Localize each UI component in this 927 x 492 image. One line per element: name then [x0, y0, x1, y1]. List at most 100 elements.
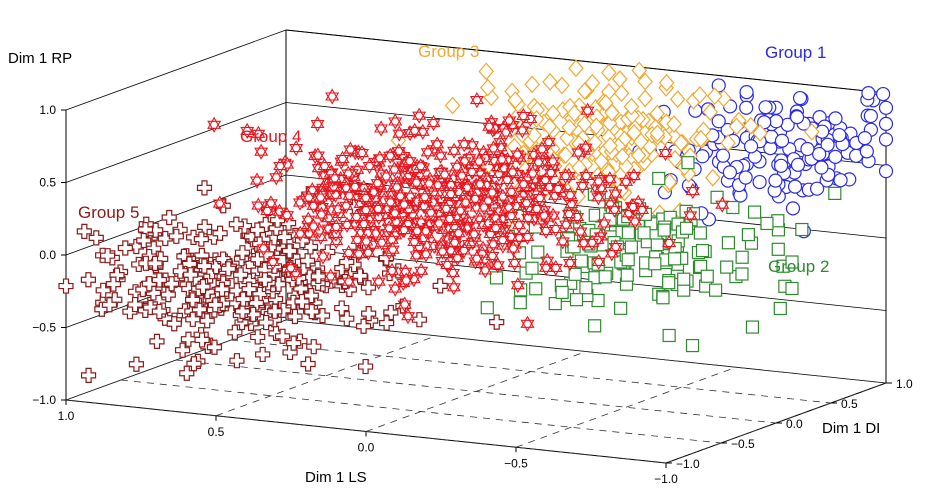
- point-group-5: [80, 367, 97, 383]
- point-group-2: [513, 296, 527, 310]
- point-group-1: [752, 174, 767, 190]
- point-group-4: [371, 273, 386, 290]
- point-group-4: [341, 273, 356, 290]
- gridline-floor-y: [230, 339, 832, 404]
- point-group-5: [234, 303, 251, 319]
- point-group-3: [601, 63, 617, 82]
- point-group-4: [519, 195, 534, 212]
- point-group-4: [422, 175, 437, 192]
- point-group-3: [554, 76, 570, 95]
- tick-label-y: −0.5: [731, 437, 755, 451]
- tick-label-z: −1.0: [32, 393, 56, 407]
- point-group-3: [666, 115, 682, 133]
- point-group-4: [358, 201, 373, 219]
- point-group-4: [392, 125, 407, 142]
- point-group-4: [273, 157, 288, 175]
- point-group-5: [136, 232, 152, 249]
- point-group-4: [563, 187, 578, 204]
- point-group-4: [351, 245, 366, 262]
- point-group-4: [306, 218, 321, 235]
- point-group-3: [626, 123, 642, 142]
- point-group-4: [269, 169, 284, 186]
- point-group-4: [335, 150, 350, 168]
- point-group-4: [310, 147, 325, 164]
- point-group-4: [476, 199, 491, 216]
- point-group-3: [743, 116, 759, 135]
- point-group-1: [863, 108, 878, 124]
- point-group-4: [500, 171, 515, 189]
- point-group-5: [128, 356, 145, 372]
- point-group-5: [193, 231, 209, 247]
- point-group-4: [585, 234, 600, 251]
- point-group-2: [795, 222, 809, 237]
- point-group-1: [789, 110, 805, 125]
- point-group-4: [341, 244, 356, 262]
- point-group-4: [502, 112, 517, 129]
- point-group-2: [771, 242, 785, 256]
- point-group-4: [316, 248, 331, 265]
- point-group-5: [166, 316, 182, 332]
- point-group-2: [760, 216, 774, 231]
- point-group-1: [878, 132, 894, 147]
- point-group-1: [792, 90, 808, 106]
- point-group-4: [417, 189, 432, 206]
- point-group-5: [135, 281, 151, 298]
- point-group-4: [485, 184, 500, 201]
- point-group-4: [485, 247, 500, 265]
- point-group-4: [446, 279, 461, 296]
- point-group-4: [442, 210, 457, 228]
- point-group-4: [374, 234, 389, 251]
- point-group-5: [212, 225, 228, 241]
- point-group-1: [828, 111, 843, 126]
- point-group-2: [531, 245, 545, 259]
- point-group-4: [447, 234, 462, 251]
- point-group-5: [199, 313, 215, 329]
- point-group-4: [545, 153, 560, 170]
- point-group-3: [705, 168, 721, 187]
- point-group-2: [480, 301, 494, 315]
- chart-points: [58, 59, 894, 383]
- point-group-1: [738, 170, 753, 185]
- point-group-1: [878, 164, 894, 179]
- tick-label-x: 1.0: [58, 409, 75, 423]
- point-group-4: [573, 223, 588, 240]
- tick-label-y: 0.5: [841, 397, 858, 411]
- point-group-4: [289, 139, 304, 157]
- point-group-2: [598, 270, 612, 284]
- point-group-1: [743, 139, 759, 154]
- point-group-5: [339, 311, 355, 327]
- point-group-3: [637, 72, 653, 91]
- point-group-4: [505, 164, 520, 181]
- point-group-3: [568, 59, 584, 78]
- gridline-floor-y: [285, 319, 887, 384]
- point-group-4: [372, 150, 387, 167]
- point-group-4: [317, 157, 332, 175]
- tick-label-z: 0.0: [39, 248, 56, 262]
- point-group-5: [172, 263, 188, 279]
- point-group-5: [206, 339, 223, 355]
- point-group-4: [387, 161, 402, 178]
- point-group-4: [207, 116, 222, 133]
- point-group-4: [534, 141, 550, 158]
- point-group-3: [587, 133, 603, 152]
- point-group-2: [771, 214, 785, 228]
- point-group-5: [195, 279, 211, 295]
- point-group-4: [494, 151, 509, 168]
- point-group-2: [828, 186, 842, 200]
- point-group-4: [389, 179, 404, 196]
- point-group-5: [357, 358, 374, 375]
- point-group-5: [360, 280, 377, 296]
- point-group-5: [304, 303, 320, 320]
- point-group-4: [454, 167, 469, 184]
- point-group-4: [435, 243, 450, 260]
- point-group-4: [529, 200, 544, 218]
- point-group-5: [432, 278, 448, 294]
- point-group-4: [563, 254, 578, 272]
- point-group-2: [679, 221, 694, 235]
- point-group-4: [313, 189, 328, 206]
- point-group-4: [409, 174, 424, 191]
- point-group-5: [361, 306, 377, 322]
- point-group-5: [160, 287, 176, 303]
- point-group-3: [566, 104, 583, 123]
